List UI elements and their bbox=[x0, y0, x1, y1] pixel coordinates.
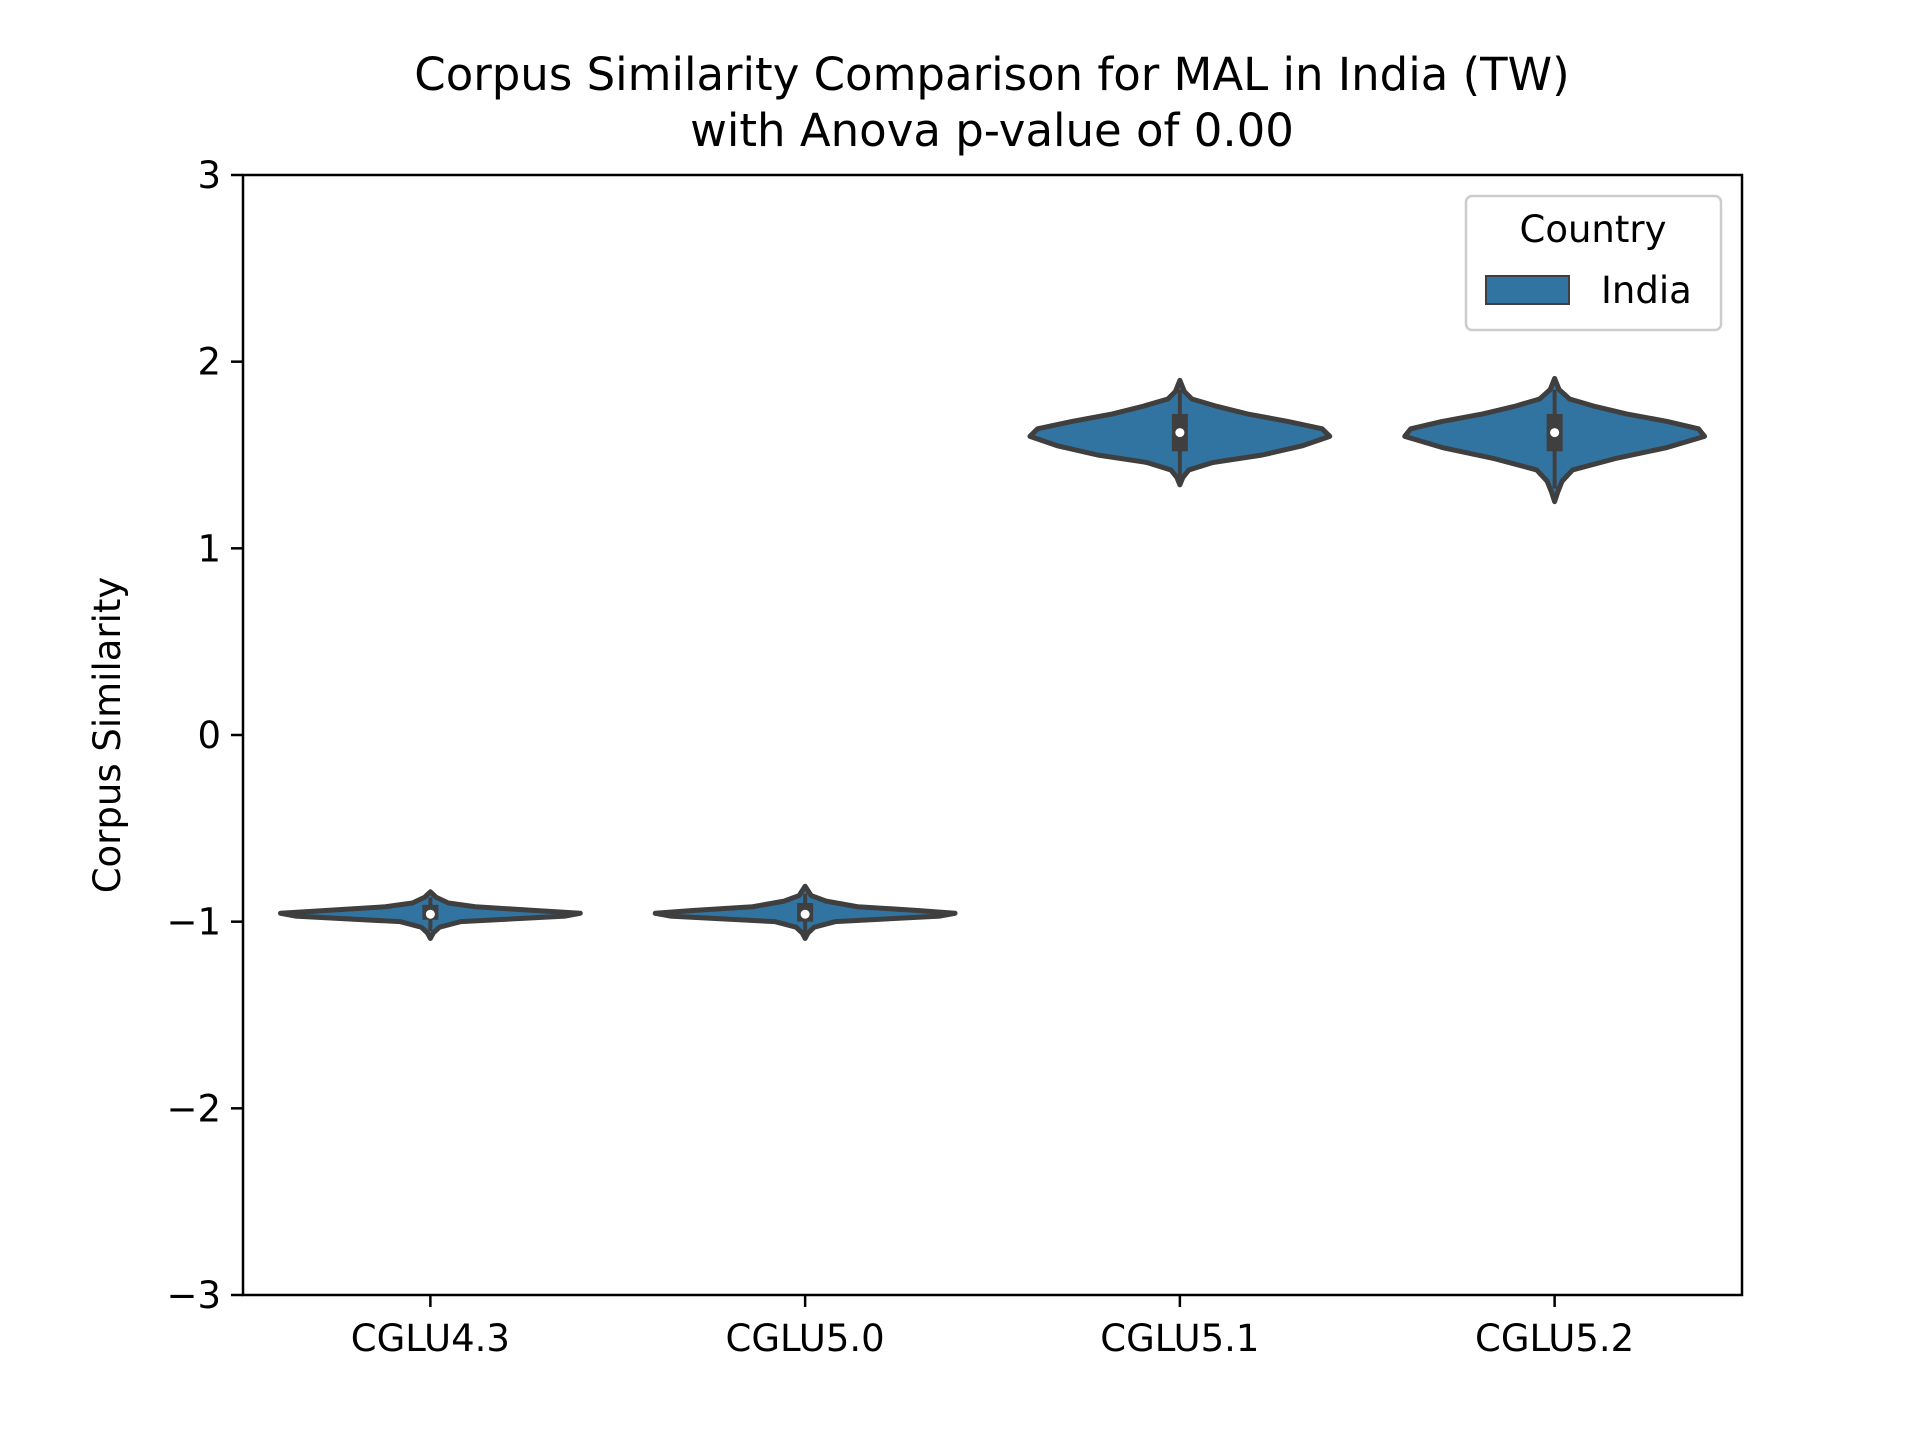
y-tick-label: −3 bbox=[166, 1274, 221, 1317]
chart-title-line-2: with Anova p-value of 0.00 bbox=[690, 104, 1294, 157]
y-axis: 3 2 1 0 −1 −2 −3 bbox=[166, 154, 243, 1317]
legend-label-india: India bbox=[1601, 269, 1692, 312]
y-tick-label: −1 bbox=[166, 901, 221, 944]
y-tick-label: 3 bbox=[197, 154, 221, 197]
violin-median-dot-cglu5-0 bbox=[800, 909, 810, 919]
x-tick-label: CGLU5.0 bbox=[726, 1317, 885, 1360]
violin-median-dot-cglu4-3 bbox=[425, 909, 435, 919]
violins bbox=[277, 375, 1708, 941]
legend: Country India bbox=[1464, 194, 1723, 332]
x-tick-label: CGLU4.3 bbox=[351, 1317, 510, 1360]
violin-median-dot-cglu5-1 bbox=[1175, 428, 1185, 438]
legend-title: Country bbox=[1520, 208, 1667, 251]
violin-median-dot-cglu5-2 bbox=[1550, 428, 1560, 438]
x-tick-label: CGLU5.1 bbox=[1100, 1317, 1259, 1360]
x-axis: CGLU4.3 CGLU5.0 CGLU5.1 CGLU5.2 bbox=[351, 1295, 1634, 1360]
y-tick-label: −2 bbox=[166, 1087, 221, 1130]
legend-swatch-india bbox=[1485, 275, 1570, 305]
y-axis-label: Corpus Similarity bbox=[86, 577, 129, 894]
x-tick-label: CGLU5.2 bbox=[1475, 1317, 1634, 1360]
y-tick-label: 0 bbox=[197, 714, 221, 757]
y-tick-label: 1 bbox=[197, 527, 221, 570]
chart-title-line-1: Corpus Similarity Comparison for MAL in … bbox=[414, 48, 1569, 101]
plot-frame bbox=[241, 173, 1744, 1297]
y-tick-label: 2 bbox=[197, 341, 221, 384]
